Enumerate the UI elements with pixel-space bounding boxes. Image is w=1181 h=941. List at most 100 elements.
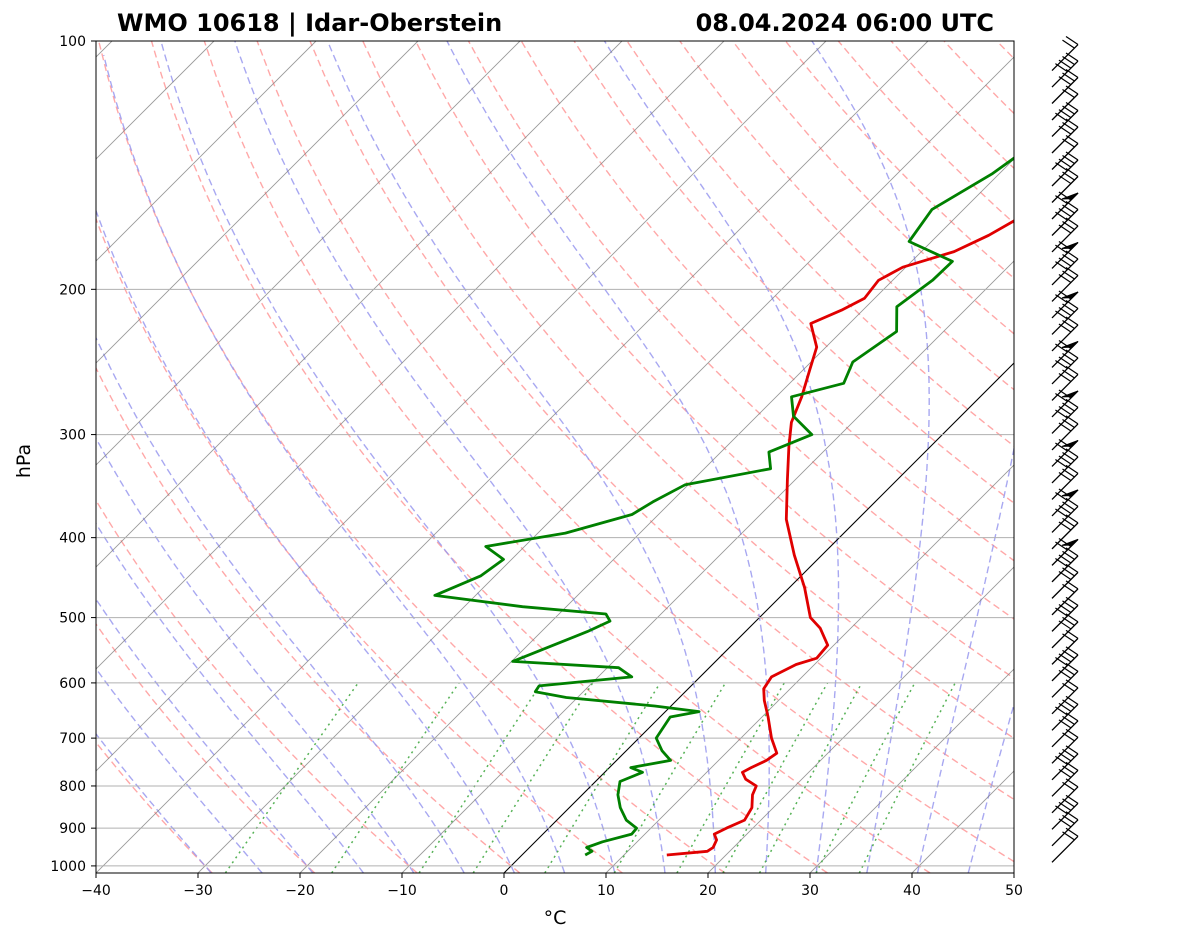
y-tick-label: 600 (59, 676, 86, 692)
y-tick-label: 900 (59, 821, 86, 837)
moist-adiabat (234, 41, 666, 873)
chart-title-datetime: 08.04.2024 06:00 UTC (696, 9, 994, 37)
y-axis-label: hPa (13, 444, 35, 478)
dry-adiabat (626, 41, 1014, 447)
moist-adiabat (96, 667, 263, 873)
wind-barb-staff (1051, 522, 1079, 550)
moist-adiabat (967, 701, 1014, 873)
wind-barb-staff (1051, 472, 1079, 500)
mixing-ratio-line (815, 682, 916, 873)
wind-barb-staff (1051, 621, 1079, 649)
zero-isotherm (503, 362, 1014, 873)
dry-adiabat (414, 41, 1014, 680)
wind-barb (1051, 340, 1079, 368)
moist-adiabat (96, 436, 415, 873)
isotherm (1116, 41, 1181, 873)
wind-barb-staff (1051, 588, 1079, 616)
dry-adiabat (732, 41, 1014, 335)
dry-adiabat (96, 499, 418, 873)
wind-barb (1051, 438, 1079, 467)
wind-barb (1051, 389, 1079, 418)
dry-adiabat (573, 41, 1014, 504)
dry-adiabat (98, 41, 726, 873)
x-axis-label: °C (544, 907, 567, 929)
moist-adiabat (96, 522, 365, 873)
dry-adiabat (679, 41, 1014, 391)
x-axis-ticks: −40 −30 −20 −10 0 10 20 30 40 50 (81, 873, 1023, 899)
wind-barb-flag (1061, 439, 1079, 447)
wind-barb (1051, 537, 1079, 566)
chart-title-station: WMO 10618 | Idar-Oberstein (117, 9, 502, 37)
wind-barb-staff (1051, 93, 1079, 121)
y-tick-label: 300 (59, 428, 86, 444)
y-tick-label: 400 (59, 531, 86, 547)
wind-barb-staff (1051, 802, 1079, 830)
isotherm (96, 41, 827, 772)
dry-adiabat (203, 41, 931, 873)
wind-barb (1051, 563, 1079, 599)
x-tick-label: −30 (183, 883, 213, 899)
wind-barb (1051, 36, 1079, 71)
moist-adiabat (96, 208, 516, 873)
isotherm (96, 41, 623, 568)
dry-adiabat (96, 366, 521, 873)
wind-barb-flag (1061, 489, 1079, 497)
wind-barb-staff (1051, 373, 1079, 401)
temperature-profile (666, 219, 1014, 857)
mixing-ratio-line (858, 682, 956, 873)
isotherm (96, 41, 725, 670)
moist-adiabat (603, 41, 840, 873)
isotherm (1013, 872, 1014, 873)
isotherm (197, 56, 1014, 873)
y-tick-label: 500 (59, 611, 86, 627)
wind-barb-staff (1051, 258, 1079, 286)
wind-barb-flag (1061, 340, 1079, 348)
dry-adiabat (96, 216, 623, 873)
wind-barb (1051, 290, 1079, 319)
wind-barb-staff (1051, 786, 1079, 814)
dry-adiabat (784, 41, 1014, 280)
wind-barb-staff (1051, 687, 1079, 715)
wind-barb-staff (1051, 209, 1079, 236)
wind-barb-staff (1051, 307, 1079, 335)
mixing-ratio-line (722, 682, 829, 873)
dry-adiabat (467, 41, 1014, 620)
wind-barb-staff (1051, 703, 1079, 731)
wind-barb-staff (1051, 44, 1079, 71)
wind-barb-staff (1051, 720, 1079, 748)
y-tick-label: 700 (59, 731, 86, 747)
wind-barb-staff (1051, 456, 1079, 484)
isotherm (96, 41, 521, 466)
wind-barb-staff (1051, 406, 1079, 434)
moist-adiabat (916, 445, 1014, 873)
wind-barb-staff (1051, 110, 1079, 137)
x-tick-label: 30 (801, 883, 819, 899)
y-axis-ticks: 100 1000 900 800 700 600 500 400 300 200 (50, 34, 96, 875)
wind-barbs (1051, 36, 1079, 863)
mixing-ratio-line (331, 682, 460, 873)
wind-barb-line (1062, 39, 1075, 49)
x-tick-label: 40 (903, 883, 921, 899)
dry-adiabat (256, 41, 1014, 863)
wind-barb-staff (1051, 835, 1079, 863)
isotherm (401, 260, 1014, 873)
x-tick-label: −20 (285, 883, 315, 899)
wind-barb-staff (1051, 126, 1079, 154)
isotherm (605, 464, 1014, 873)
sounding-profiles (433, 156, 1014, 857)
x-tick-label: 20 (699, 883, 717, 899)
wind-barb (1051, 191, 1079, 220)
wind-barb-staff (1051, 753, 1079, 781)
wind-barb-staff (1051, 571, 1079, 599)
dry-adiabat (996, 41, 1014, 60)
moist-adiabat (811, 41, 930, 873)
isotherm (96, 41, 419, 364)
wind-barb-staff (1051, 555, 1079, 583)
isotherm (96, 41, 929, 873)
wind-barb-staff (1051, 159, 1079, 187)
wind-barb-staff (1051, 505, 1079, 533)
wind-barb-staff (1051, 275, 1079, 302)
mixing-ratio-line (544, 682, 661, 873)
